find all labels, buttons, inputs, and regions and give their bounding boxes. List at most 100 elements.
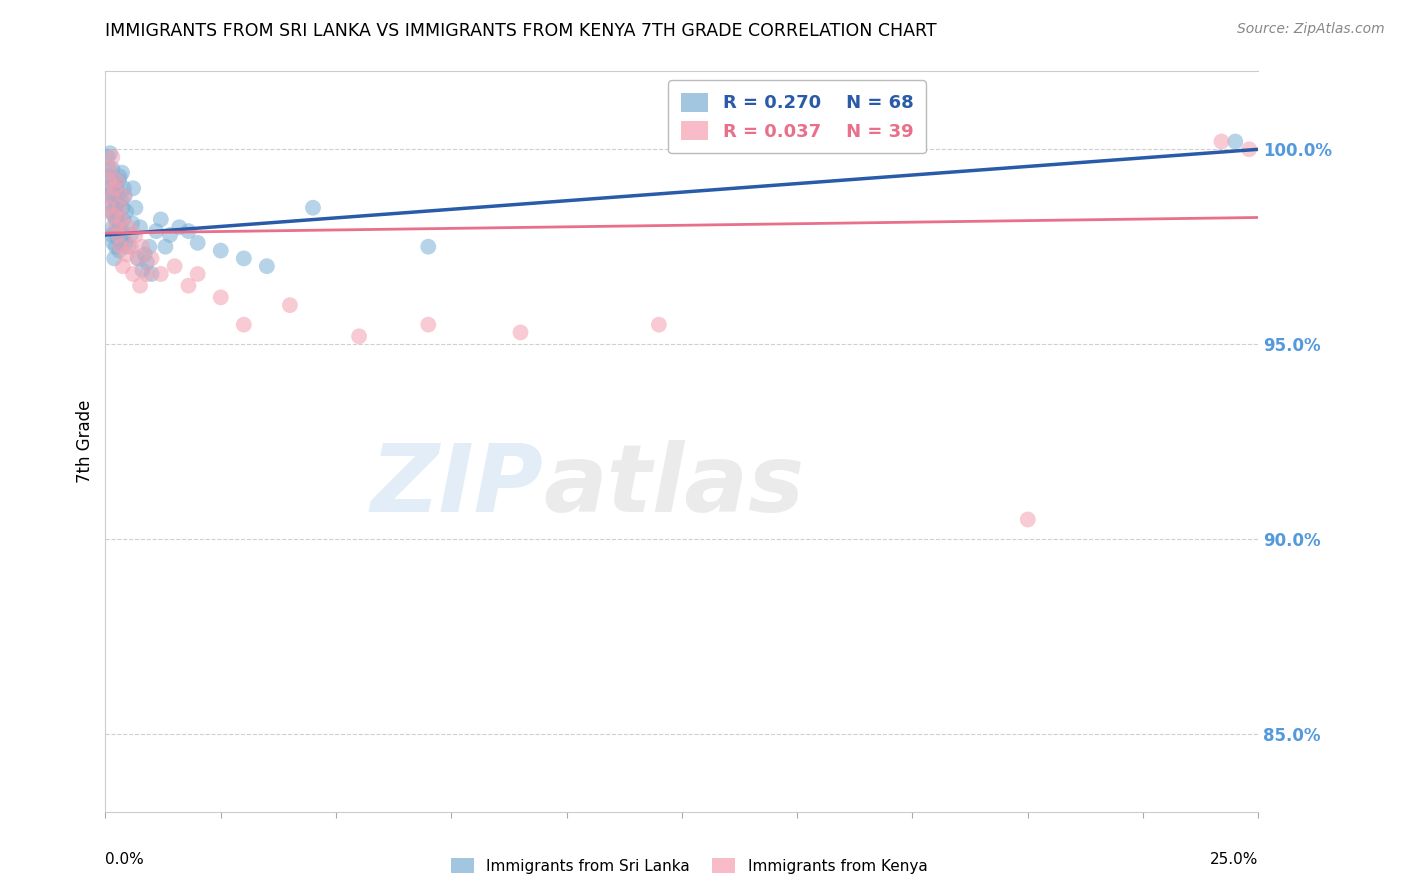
Y-axis label: 7th Grade: 7th Grade: [76, 400, 94, 483]
Point: [256, 259, 278, 273]
Point: [97, 150, 120, 164]
Point: [111, 201, 134, 215]
Point: [155, 240, 177, 254]
Point: [104, 181, 127, 195]
Point: [98, 173, 121, 187]
Point: [129, 220, 152, 235]
Point: [107, 209, 129, 223]
Point: [124, 227, 146, 242]
Point: [187, 267, 209, 281]
Point: [145, 224, 167, 238]
Point: [131, 263, 153, 277]
Point: [129, 278, 152, 293]
Text: 0.0%: 0.0%: [105, 853, 145, 867]
Point: [103, 209, 125, 223]
Point: [105, 212, 128, 227]
Point: [1017, 512, 1039, 526]
Text: ZIP: ZIP: [371, 440, 544, 532]
Text: 25.0%: 25.0%: [1211, 853, 1258, 867]
Point: [141, 252, 163, 266]
Point: [136, 267, 159, 281]
Point: [101, 227, 124, 242]
Point: [108, 173, 131, 187]
Point: [112, 212, 135, 227]
Point: [104, 201, 127, 215]
Point: [117, 220, 139, 235]
Point: [107, 189, 129, 203]
Point: [108, 244, 131, 258]
Point: [104, 240, 127, 254]
Text: Source: ZipAtlas.com: Source: ZipAtlas.com: [1237, 22, 1385, 37]
Point: [105, 197, 128, 211]
Point: [232, 252, 254, 266]
Point: [98, 169, 121, 184]
Point: [232, 318, 254, 332]
Point: [111, 259, 134, 273]
Point: [108, 240, 131, 254]
Point: [101, 185, 124, 199]
Point: [97, 161, 120, 176]
Point: [104, 178, 127, 192]
Point: [509, 326, 531, 340]
Point: [100, 197, 122, 211]
Point: [122, 181, 145, 195]
Point: [108, 169, 131, 184]
Point: [136, 255, 159, 269]
Point: [97, 201, 120, 215]
Point: [110, 212, 132, 227]
Point: [101, 220, 124, 235]
Point: [648, 318, 671, 332]
Point: [134, 247, 156, 261]
Point: [98, 181, 121, 195]
Point: [114, 235, 136, 250]
Point: [101, 161, 124, 176]
Point: [98, 189, 121, 203]
Point: [1225, 135, 1247, 149]
Point: [108, 224, 131, 238]
Point: [103, 209, 125, 223]
Point: [104, 193, 127, 207]
Point: [111, 166, 134, 180]
Point: [1211, 135, 1233, 149]
Point: [131, 240, 153, 254]
Text: IMMIGRANTS FROM SRI LANKA VS IMMIGRANTS FROM KENYA 7TH GRADE CORRELATION CHART: IMMIGRANTS FROM SRI LANKA VS IMMIGRANTS …: [105, 22, 936, 40]
Point: [187, 235, 209, 250]
Point: [177, 278, 200, 293]
Point: [127, 252, 149, 266]
Point: [149, 267, 172, 281]
Point: [138, 240, 160, 254]
Legend: R = 0.270    N = 68, R = 0.037    N = 39: R = 0.270 N = 68, R = 0.037 N = 39: [668, 80, 927, 153]
Point: [110, 193, 132, 207]
Text: atlas: atlas: [544, 440, 804, 532]
Point: [112, 181, 135, 195]
Point: [209, 290, 232, 304]
Point: [117, 240, 139, 254]
Point: [278, 298, 301, 312]
Point: [120, 240, 142, 254]
Point: [98, 161, 121, 176]
Point: [141, 267, 163, 281]
Point: [98, 146, 121, 161]
Point: [105, 224, 128, 238]
Point: [104, 220, 127, 235]
Point: [347, 329, 370, 343]
Point: [209, 244, 232, 258]
Point: [114, 189, 136, 203]
Point: [115, 247, 138, 261]
Point: [122, 267, 145, 281]
Point: [105, 181, 128, 195]
Point: [108, 201, 131, 215]
Point: [1237, 142, 1260, 156]
Point: [103, 235, 125, 250]
Point: [100, 173, 122, 187]
Point: [121, 216, 143, 230]
Point: [120, 227, 142, 242]
Point: [124, 201, 146, 215]
Point: [418, 240, 440, 254]
Point: [110, 235, 132, 250]
Point: [302, 201, 325, 215]
Point: [108, 216, 131, 230]
Point: [167, 220, 190, 235]
Legend: Immigrants from Sri Lanka, Immigrants from Kenya: Immigrants from Sri Lanka, Immigrants fr…: [444, 852, 934, 880]
Point: [115, 204, 138, 219]
